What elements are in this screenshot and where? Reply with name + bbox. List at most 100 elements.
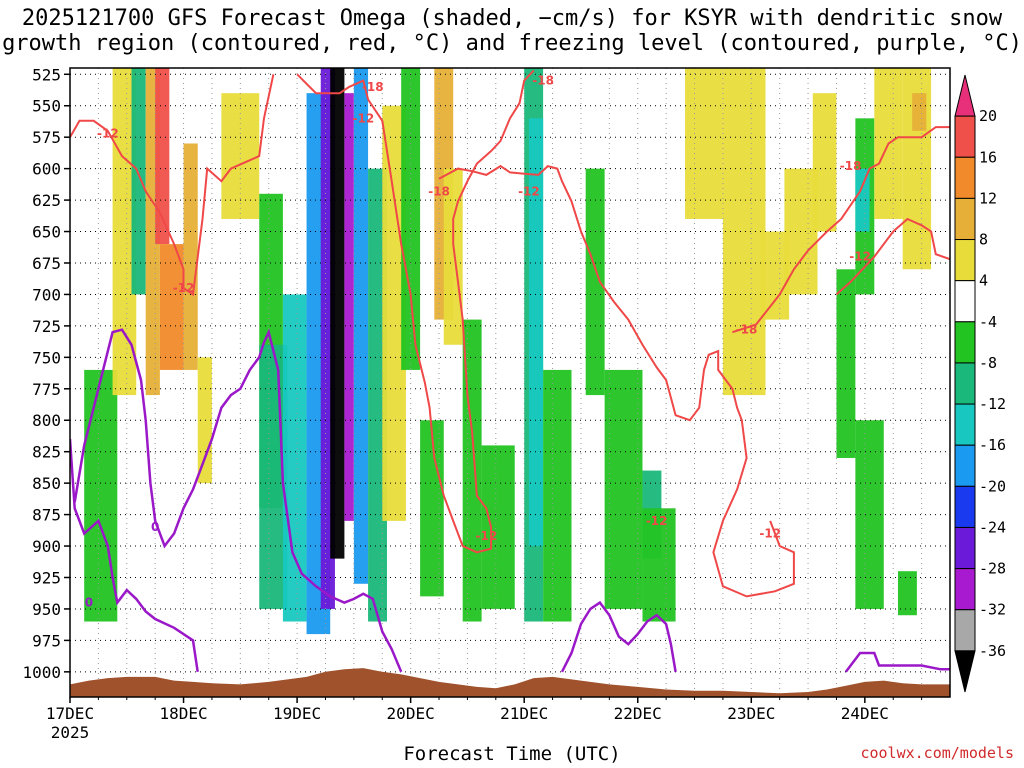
colorbar-bin-6 [954, 321, 976, 364]
colorbar-label-9: -20 [979, 477, 1006, 495]
omega-cell-34 [760, 231, 790, 320]
contour-label-8: -12 [646, 514, 668, 528]
colorbar-bin-7 [954, 362, 976, 405]
contour-label-14: 0 [85, 596, 93, 610]
freezing-contour-0 [70, 439, 199, 672]
colorbar-label-5: -4 [979, 313, 997, 331]
omega-cell-24 [481, 445, 515, 609]
omega-cell-14 [330, 68, 345, 559]
omega-cell-36 [812, 93, 837, 232]
omega-cell-37 [836, 269, 856, 458]
dgz-contour-0 [70, 74, 275, 297]
omega-cell-11 [282, 294, 307, 622]
y-tick-label-600: 600 [32, 160, 61, 179]
x-tick-label-19DEC: 19DEC [273, 704, 321, 723]
y-tick-label-1000: 1000 [22, 663, 61, 682]
colorbar-label-3: 8 [979, 231, 988, 249]
plot-layers: -12 -18 -12 -18 -18 -12 -12 -12 -12 -18 -12 -18 -12 0… [70, 68, 950, 697]
colorbar-bin-3 [954, 197, 976, 241]
y-tick-label-925: 925 [32, 568, 61, 587]
colorbar-bin-8 [954, 403, 976, 446]
contour-label-4: -18 [428, 184, 450, 198]
contour-label-7: -12 [476, 529, 498, 543]
dgz-contour-4 [835, 217, 950, 296]
contour-label-13: 0 [151, 520, 159, 534]
title-line-2: growth region (contoured, red, °C) and f… [2, 31, 1022, 56]
y-tick-label-650: 650 [32, 223, 61, 242]
freezing-contour-3 [844, 651, 950, 673]
omega-cell-43 [855, 420, 884, 609]
contour-label-0: -12 [97, 126, 119, 140]
y-tick-label-875: 875 [32, 506, 61, 525]
contour-label-1: -18 [362, 80, 384, 94]
contour-label-10: -12 [759, 526, 781, 540]
contour-label-6: -12 [173, 281, 195, 295]
colorbar-label-7: -12 [979, 395, 1006, 413]
x-axis-label: Forecast Time (UTC) [403, 743, 621, 765]
colorbar-label-13: -36 [979, 642, 1006, 660]
y-tick-label-900: 900 [32, 537, 61, 556]
colorbar-arrow-bottom [954, 650, 976, 693]
contour-label-9: -18 [736, 323, 758, 337]
chart-title: 2025121700 GFS Forecast Omega (shaded, −… [0, 6, 1024, 56]
colorbar-label-1: 16 [979, 148, 997, 166]
colorbar-label-0: 20 [979, 107, 997, 125]
x-tick-label-24DEC: 24DEC [841, 704, 889, 723]
omega-cell-7 [197, 357, 212, 484]
colorbar-label-11: -28 [979, 560, 1006, 578]
y-tick-label-575: 575 [32, 128, 61, 147]
omega-cell-27 [543, 369, 572, 622]
title-line-1: 2025121700 GFS Forecast Omega (shaded, −… [21, 6, 1003, 31]
contour-label-5: -12 [518, 184, 540, 198]
y-tick-label-800: 800 [32, 411, 61, 430]
colorbar-label-4: 4 [979, 272, 988, 290]
y-tick-label-825: 825 [32, 443, 61, 462]
contour-label-2: -12 [352, 111, 374, 125]
omega-cell-0 [84, 369, 118, 622]
dgz-contour-2 [438, 164, 795, 598]
colorbar-label-8: -16 [979, 436, 1006, 454]
omega-cell-21 [443, 168, 463, 345]
colorbar-label-12: -32 [979, 601, 1006, 619]
y-tick-label-850: 850 [32, 474, 61, 493]
freezing-contour-1 [73, 328, 403, 673]
x-tick-label-18DEC: 18DEC [159, 704, 207, 723]
x-tick-label-17DEC: 17DEC [46, 704, 94, 723]
y-tick-label-700: 700 [32, 285, 61, 304]
y-tick-label-775: 775 [32, 380, 61, 399]
colorbar-bin-5 [954, 280, 976, 323]
omega-cell-2 [131, 68, 146, 295]
omega-cell-6 [183, 143, 198, 370]
colorbar-bin-2 [954, 156, 976, 199]
y-tick-label-550: 550 [32, 97, 61, 116]
y-tick-label-725: 725 [32, 317, 61, 336]
y-tick-label-950: 950 [32, 600, 61, 619]
omega-cell-44 [897, 571, 917, 616]
y-tick-label-625: 625 [32, 191, 61, 210]
colorbar-bin-13 [954, 609, 976, 652]
freezing-contour-2 [560, 600, 677, 673]
x-tick-label-23DEC: 23DEC [727, 704, 775, 723]
y-tick-label-750: 750 [32, 348, 61, 367]
y-tick-label-525: 525 [32, 65, 61, 84]
colorbar-label-2: 12 [979, 189, 997, 207]
colorbar-bin-12 [954, 568, 976, 611]
omega-cell-26 [528, 118, 544, 547]
x-tick-label-22DEC: 22DEC [614, 704, 662, 723]
plot-frame [69, 67, 951, 698]
y-tick-label-675: 675 [32, 254, 61, 273]
omega-cell-42 [912, 93, 927, 131]
colorbar-bin-9 [954, 444, 976, 487]
omega-cell-8 [221, 93, 260, 219]
x-tick-sublabel-17DEC: 2025 [51, 723, 90, 742]
x-tick-label-20DEC: 20DEC [387, 704, 435, 723]
credit-link[interactable]: coolwx.com/models [860, 744, 1014, 762]
omega-cell-31 [642, 508, 676, 622]
colorbar-bin-10 [954, 485, 976, 528]
omega-cell-28 [585, 168, 605, 396]
colorbar-bin-11 [954, 526, 976, 570]
x-tick-label-21DEC: 21DEC [500, 704, 548, 723]
omega-cell-5 [159, 244, 184, 370]
dgz-contour-3 [732, 126, 950, 334]
